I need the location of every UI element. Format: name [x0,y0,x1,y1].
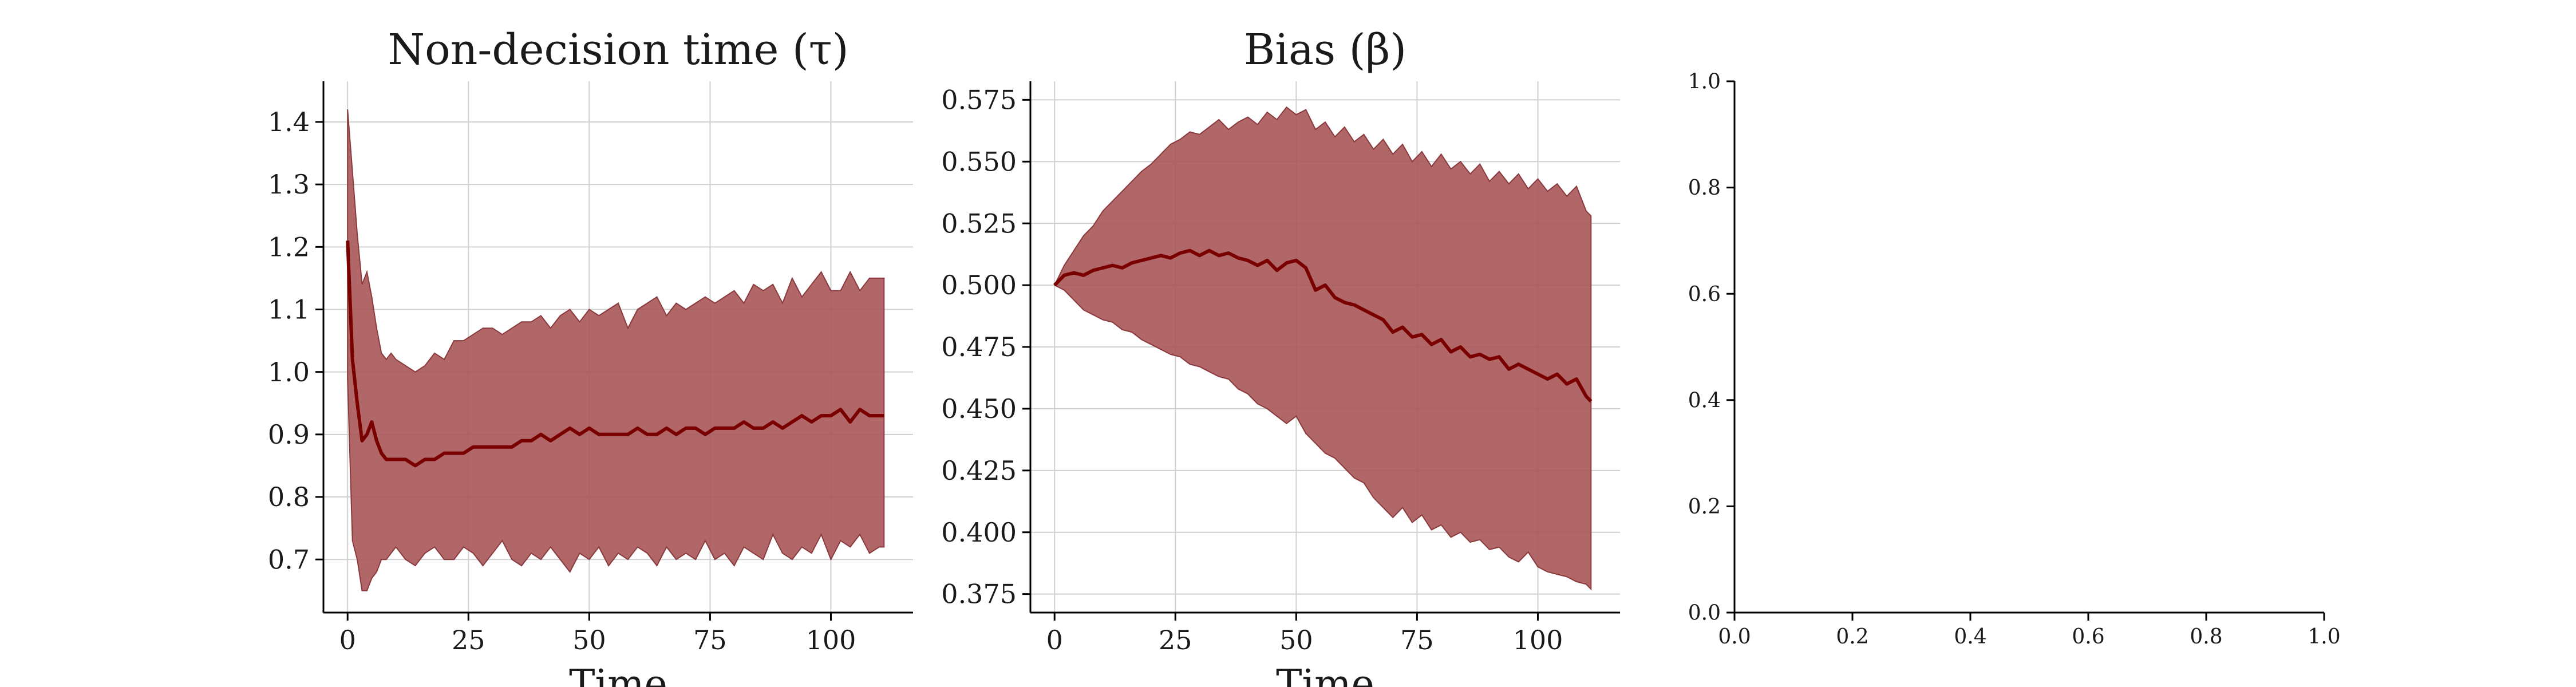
x-tick-label-4: 100 [1513,625,1563,656]
y-tick-label-8: 0.575 [941,84,1017,115]
y-tick-label-4: 1.1 [268,294,310,325]
x-axis-label: Time [569,662,667,687]
y-tick-label-4: 0.8 [1688,176,1721,200]
y-tick-label-0: 0.0 [1688,602,1721,625]
y-tick-label-1: 0.2 [1688,495,1721,519]
y-tick-label-1: 0.400 [941,517,1017,548]
uncertainty-band [1053,106,1592,591]
y-tick-label-3: 0.6 [1688,283,1721,306]
y-tick-label-7: 0.550 [941,146,1017,177]
y-tick-label-0: 0.7 [268,544,310,575]
y-tick-label-3: 1.0 [268,357,310,388]
x-tick-label-3: 75 [1400,625,1434,656]
y-tick-label-2: 0.425 [941,455,1017,486]
mean-line [346,240,884,468]
x-tick-label-5: 1.0 [2308,625,2340,649]
x-tick-label-0: 0 [339,625,356,656]
y-tick-label-4: 0.475 [941,331,1017,362]
x-tick-label-0: 0.0 [1718,625,1751,649]
y-tick-label-2: 0.4 [1688,389,1721,412]
panel-empty: 0.0 0.2 0.4 0.6 0.8 1.0 0.0 0.2 0.4 0.6 0.8 1.0 [1688,70,2341,649]
x-tick-label-4: 0.8 [2190,625,2222,649]
x-tick-label-4: 100 [806,625,856,656]
mean-line [1053,248,1593,403]
x-tick-label-3: 75 [693,625,727,656]
y-tick-label-1: 0.8 [268,481,310,512]
y-tick-label-6: 1.3 [268,169,310,200]
y-tick-label-0: 0.375 [941,579,1017,610]
x-tick-label-3: 0.6 [2072,625,2104,649]
y-tick-label-7: 1.4 [268,106,310,137]
x-tick-label-1: 25 [452,625,485,656]
x-tick-label-2: 50 [1279,625,1313,656]
y-tick-label-3: 0.450 [941,393,1017,424]
y-tick-label-6: 0.525 [941,208,1017,239]
x-tick-label-2: 0.4 [1954,625,1986,649]
y-tick-label-2: 0.9 [268,419,310,450]
chart-title: Non-decision time (τ) [388,25,848,74]
x-tick-label-0: 0 [1046,625,1063,656]
y-tick-label-5: 1.2 [268,231,310,262]
x-tick-label-2: 50 [572,625,606,656]
chart-title: Bias (β) [1244,25,1406,74]
panel-non-decision-time: 0 25 50 75 100 0.7 0.8 0.9 1.0 1.1 1.2 1.3 1.4 Non-de… [268,25,913,687]
x-tick-label-1: 0.2 [1836,625,1868,649]
y-tick-label-5: 1.0 [1688,70,1721,94]
y-tick-label-5: 0.500 [941,270,1017,301]
x-axis-label: Time [1276,662,1374,687]
panel-bias: 0 25 50 75 100 0.375 0.400 0.425 0.450 0.475 0.500… [941,25,1620,687]
x-tick-label-1: 25 [1159,625,1192,656]
uncertainty-band [347,109,885,591]
